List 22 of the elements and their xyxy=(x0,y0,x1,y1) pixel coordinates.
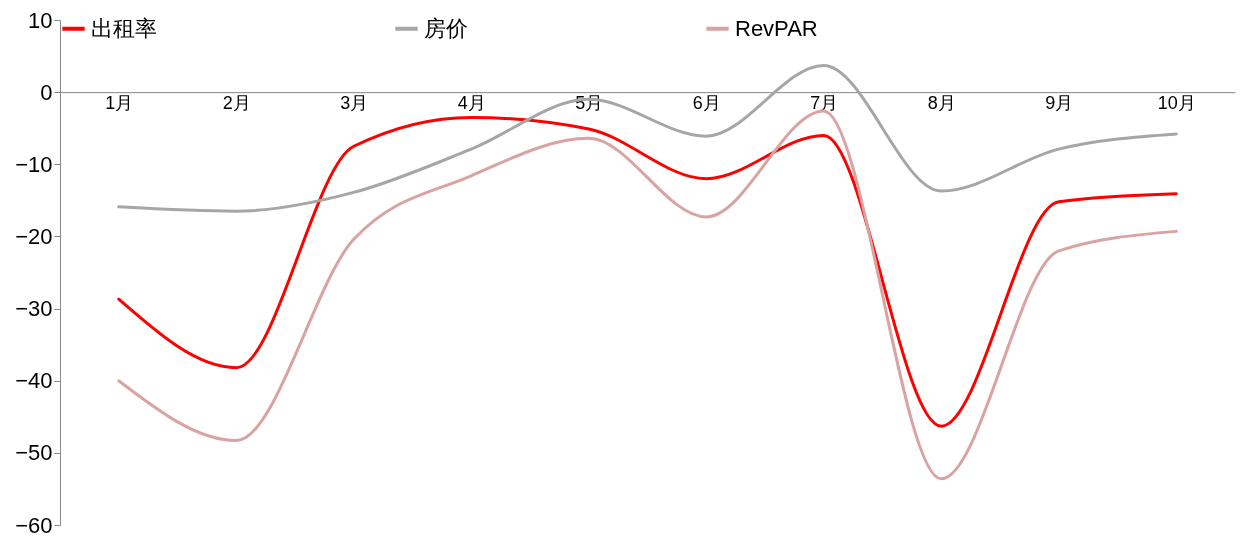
line-series xyxy=(117,109,1178,481)
x-tick-label: 1月 xyxy=(105,92,134,113)
x-tick-label: 7月 xyxy=(810,92,839,113)
y-tick-label: 0 xyxy=(40,79,53,105)
y-tick-label: −40 xyxy=(15,368,53,394)
y-tick-label: 10 xyxy=(28,7,53,33)
x-tick-label: 6月 xyxy=(692,92,721,113)
x-tick-label: 3月 xyxy=(340,92,369,113)
y-tick-label: −10 xyxy=(15,151,53,177)
y-tick-label: −50 xyxy=(15,440,53,466)
x-tick-label: 4月 xyxy=(457,92,486,113)
legend-label: RevPAR xyxy=(735,15,818,41)
x-tick-label: 2月 xyxy=(222,92,251,113)
y-tick-label: −20 xyxy=(15,223,53,249)
x-tick-label: 10月 xyxy=(1157,92,1196,113)
y-tick-label: −30 xyxy=(15,296,53,322)
x-tick-label: 9月 xyxy=(1045,92,1074,113)
line-series xyxy=(117,115,1178,428)
x-tick-label: 8月 xyxy=(927,92,956,113)
y-tick-label: −60 xyxy=(15,512,53,536)
legend-label: 房价 xyxy=(424,15,468,41)
legend-label: 出租率 xyxy=(91,15,157,41)
